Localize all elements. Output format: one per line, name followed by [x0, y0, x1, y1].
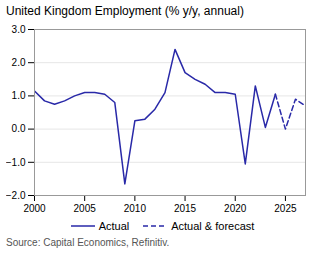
- svg-text:2000: 2000: [23, 203, 46, 214]
- html-text:Actual & forecast: Actual & forecast: [171, 220, 255, 232]
- html-text:Source: Capital Economics, Ref: Source: Capital Economics, Refinitiv.: [6, 237, 170, 248]
- svg-text:2015: 2015: [174, 203, 197, 214]
- svg-text:0.0: 0.0: [12, 123, 26, 134]
- svg-text:3.0: 3.0: [12, 24, 26, 35]
- svg-text:−1.0: −1.0: [6, 157, 26, 168]
- svg-text:2020: 2020: [224, 203, 247, 214]
- svg-text:2025: 2025: [274, 203, 297, 214]
- svg-text:2005: 2005: [74, 203, 97, 214]
- svg-text:−2.0: −2.0: [6, 190, 26, 201]
- html-text:Actual: Actual: [98, 220, 130, 232]
- svg-text:1.0: 1.0: [12, 90, 26, 101]
- html-text:United Kingdom Employment (% y: United Kingdom Employment (% y/y, annual…: [6, 4, 244, 18]
- svg-text:2010: 2010: [124, 203, 147, 214]
- svg-text:2.0: 2.0: [12, 57, 26, 68]
